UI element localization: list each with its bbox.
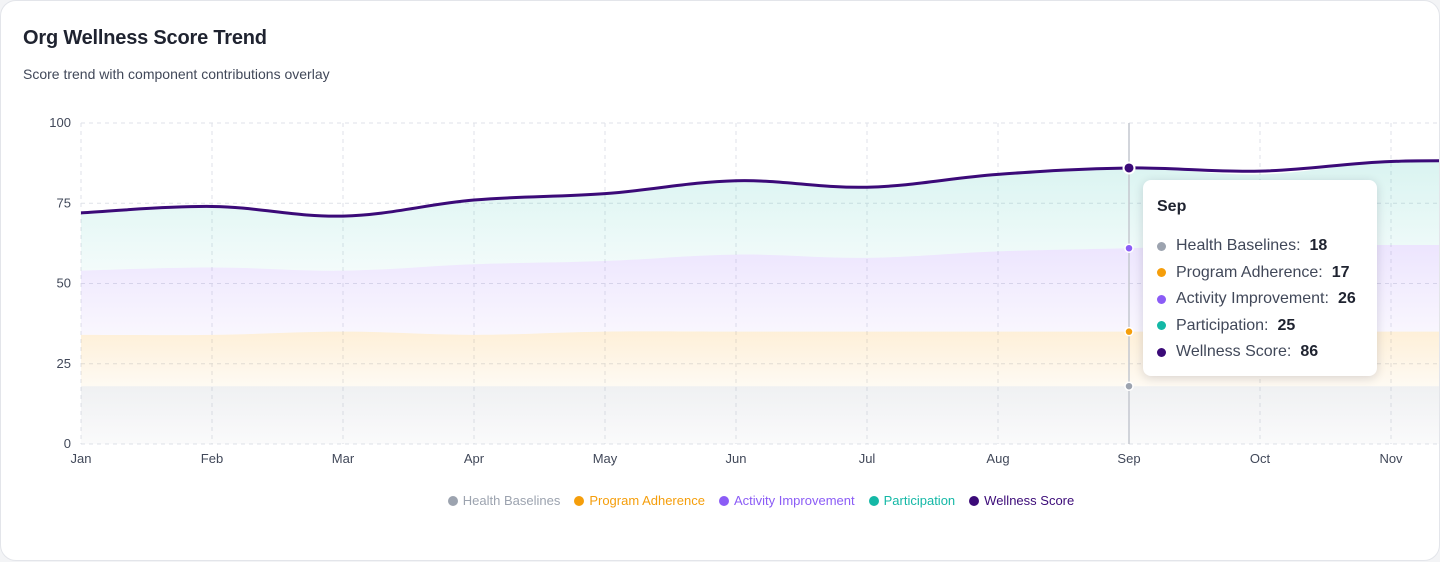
chart-subtitle: Score trend with component contributions… (23, 66, 330, 82)
tooltip-row-value: 86 (1300, 343, 1319, 361)
x-tick-label: Jun (726, 451, 747, 466)
legend-item[interactable]: Wellness Score (969, 493, 1074, 508)
tooltip-row: Program Adherence: 17 (1157, 260, 1356, 287)
x-tick-label: Mar (332, 451, 355, 466)
tooltip-dot-icon (1157, 294, 1166, 304)
area-health-baselines (81, 386, 1439, 445)
tooltip-row: Health Baselines: 18 (1157, 233, 1356, 260)
tooltip-row-label: Activity Improvement: (1176, 290, 1329, 308)
x-tick-label: Oct (1250, 451, 1271, 466)
legend-dot-icon (969, 495, 980, 506)
hover-point (1124, 381, 1134, 391)
x-tick-label: Feb (201, 451, 223, 466)
y-tick-label: 75 (57, 195, 71, 210)
legend-item[interactable]: Program Adherence (574, 493, 705, 508)
legend-dot-icon (447, 495, 458, 506)
tooltip-dot-icon (1157, 268, 1166, 278)
legend-dot-icon (574, 495, 585, 506)
x-tick-label: Jul (859, 451, 876, 466)
x-tick-label: Jan (71, 451, 92, 466)
tooltip-row-value: 18 (1309, 237, 1328, 255)
hover-indicator (1122, 123, 1136, 444)
tooltip-dot-icon (1157, 347, 1166, 357)
legend-label: Wellness Score (984, 493, 1075, 508)
legend-item[interactable]: Health Baselines (447, 493, 561, 508)
tooltip-row: Participation: 25 (1157, 313, 1356, 340)
area-program-adherence (81, 331, 1439, 387)
tooltip-row-label: Wellness Score: (1176, 343, 1292, 361)
axes: 0 25 50 75 100 Jan Feb Mar Apr May Jun Jul Aug Sep Oct… (49, 115, 1403, 466)
tooltip-dot-icon (1157, 321, 1166, 331)
stacked-areas (81, 160, 1439, 445)
tooltip-row-value: 25 (1277, 316, 1296, 334)
hover-point (1124, 243, 1134, 253)
x-tick-label: Aug (986, 451, 1009, 466)
legend: Health Baselines Program Adherence Activit… (1, 493, 1439, 508)
area-activity-improvement (81, 244, 1439, 336)
tooltip-row-label: Health Baselines: (1176, 237, 1301, 255)
tooltip-row: Activity Improvement: 26 (1157, 286, 1356, 313)
wellness-score-line (81, 159, 1439, 218)
y-tick-label: 0 (64, 436, 71, 451)
legend-dot-icon (868, 495, 879, 506)
tooltip-title: Sep (1157, 198, 1187, 215)
legend-label: Health Baselines (462, 493, 561, 508)
chart-title: Org Wellness Score Trend (23, 27, 267, 49)
hover-point (1124, 326, 1134, 337)
tooltip-dot-icon (1157, 241, 1166, 251)
x-tick-label: May (593, 451, 618, 466)
y-tick-label: 100 (49, 115, 71, 130)
legend-label: Participation (883, 493, 956, 508)
tooltip-rows: Health Baselines: 18 Program Adherence: 17 A… (1157, 233, 1356, 366)
legend-item[interactable]: Participation (868, 493, 956, 508)
tooltip-row-label: Participation: (1176, 316, 1269, 334)
legend-label: Program Adherence (589, 493, 705, 508)
tooltip: Sep Health Baselines: 18 Program Adherence… (1143, 180, 1377, 376)
y-tick-label: 25 (57, 356, 71, 371)
hover-point-wellness (1122, 161, 1136, 175)
legend-dot-icon (718, 495, 729, 506)
x-tick-label: Apr (464, 451, 485, 466)
legend-label: Activity Improvement (733, 493, 855, 508)
y-tick-label: 50 (57, 276, 71, 291)
tooltip-row-label: Program Adherence: (1176, 263, 1323, 281)
x-tick-label: Sep (1117, 451, 1140, 466)
wellness-line (81, 159, 1439, 218)
legend-item[interactable]: Activity Improvement (718, 493, 855, 508)
x-tick-label: Nov (1379, 451, 1403, 466)
tooltip-row-value: 17 (1331, 263, 1350, 281)
tooltip-row-value: 26 (1337, 290, 1356, 308)
tooltip-row: Wellness Score: 86 (1157, 339, 1356, 366)
area-participation (81, 160, 1439, 271)
